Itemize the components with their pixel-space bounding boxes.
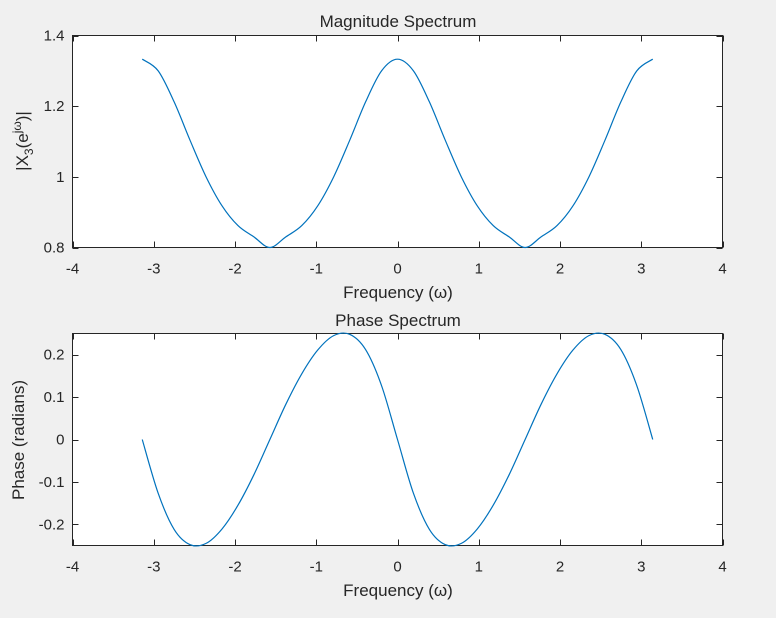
magnitude-x-tick-label: 2 bbox=[556, 261, 564, 278]
phase-y-tick-label: -0.2 bbox=[39, 516, 65, 533]
magnitude-x-tick-label: -4 bbox=[66, 261, 79, 278]
phase-y-tick-label: 0.2 bbox=[44, 347, 65, 364]
magnitude-title: Magnitude Spectrum bbox=[320, 12, 477, 31]
phase-subplot: Phase Spectrum -4 -3 -2 -1 0 1 2 3 4 -0.2 -0.1 0 0.… bbox=[9, 311, 727, 600]
magnitude-y-tick-label: 1.4 bbox=[44, 28, 65, 45]
phase-x-ticks: -4 -3 -2 -1 0 1 2 3 4 bbox=[66, 333, 727, 576]
magnitude-x-tick-label: 0 bbox=[393, 261, 401, 278]
magnitude-x-tick-label: -2 bbox=[228, 261, 241, 278]
phase-x-tick-label: 1 bbox=[475, 559, 483, 576]
phase-x-tick-label: -3 bbox=[147, 559, 160, 576]
phase-title: Phase Spectrum bbox=[335, 311, 461, 330]
magnitude-x-tick-label: 1 bbox=[475, 261, 483, 278]
phase-y-tick-label: -0.1 bbox=[39, 474, 65, 491]
phase-x-tick-label: -1 bbox=[310, 559, 323, 576]
phase-y-axis-label: Phase (radians) bbox=[9, 380, 28, 500]
magnitude-x-tick-label: 4 bbox=[718, 261, 726, 278]
magnitude-x-tick-label: 3 bbox=[637, 261, 645, 278]
phase-x-axis-label: Frequency (ω) bbox=[343, 581, 453, 600]
phase-y-tick-label: 0 bbox=[56, 432, 64, 449]
phase-x-tick-label: 3 bbox=[637, 559, 645, 576]
phase-x-tick-label: -2 bbox=[228, 559, 241, 576]
magnitude-x-tick-label: -1 bbox=[310, 261, 323, 278]
magnitude-plot-area[interactable] bbox=[72, 35, 723, 248]
magnitude-y-tick-label: 1.2 bbox=[44, 98, 65, 115]
phase-x-tick-label: 0 bbox=[393, 559, 401, 576]
magnitude-x-axis-label: Frequency (ω) bbox=[343, 283, 453, 302]
magnitude-series-line bbox=[141, 58, 654, 249]
magnitude-y-axis-label: |X3(ejω)| bbox=[10, 111, 36, 171]
phase-series bbox=[141, 332, 654, 547]
magnitude-y-tick-label: 1 bbox=[56, 169, 64, 186]
magnitude-y-ticks: 0.8 1 1.2 1.4 bbox=[44, 28, 723, 257]
phase-y-ticks: -0.2 -0.1 0 0.1 0.2 bbox=[39, 347, 723, 533]
magnitude-x-tick-label: -3 bbox=[147, 261, 160, 278]
phase-x-tick-label: 2 bbox=[556, 559, 564, 576]
phase-x-tick-label: -4 bbox=[66, 559, 79, 576]
magnitude-series bbox=[141, 58, 654, 249]
magnitude-x-ticks: -4 -3 -2 -1 0 1 2 3 4 bbox=[66, 35, 727, 278]
magnitude-y-tick-label: 0.8 bbox=[44, 240, 65, 257]
phase-x-tick-label: 4 bbox=[718, 559, 726, 576]
phase-y-tick-label: 0.1 bbox=[44, 389, 65, 406]
magnitude-subplot: Magnitude Spectrum -4 -3 -2 -1 0 1 2 3 4 0.8 1 1.2… bbox=[10, 12, 727, 302]
phase-series-line bbox=[141, 332, 654, 547]
